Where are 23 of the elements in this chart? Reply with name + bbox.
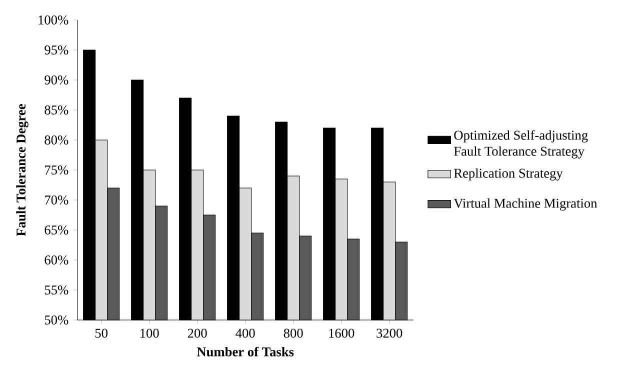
x-tick-label: 800 — [284, 328, 303, 338]
y-tick-label: 95% — [44, 45, 68, 55]
y-tick-label: 80% — [44, 135, 68, 145]
y-tick-label: 70% — [45, 195, 68, 205]
y-tick-label: 85% — [44, 105, 68, 115]
y-tick-label: 55% — [44, 285, 68, 295]
x-tick-label: 100 — [140, 328, 159, 338]
y-tick-label: 50% — [44, 315, 68, 325]
x-tick-label: 400 — [236, 328, 255, 338]
legend-label: Replication Strategy — [454, 168, 563, 180]
y-tick-label: 100% — [38, 15, 68, 25]
y-tick-label: 60% — [44, 255, 68, 265]
x-tick-label: 50 — [95, 328, 108, 338]
y-tick-label: 90% — [44, 75, 68, 85]
x-tick-label: 3200 — [376, 328, 402, 338]
y-tick-label: 75% — [45, 165, 68, 175]
y-axis-title: Fault Tolerance Degree — [16, 104, 28, 236]
y-tick-label: 65% — [44, 225, 68, 235]
x-tick-label: 1600 — [329, 328, 354, 338]
legend-label: Optimized Self-adjusting Fault Tolerance Strategy — [454, 130, 588, 158]
x-tick-label: 200 — [188, 328, 207, 338]
legend-label: Virtual Machine Migration — [454, 198, 598, 211]
x-axis-title: Number of Tasks — [196, 346, 294, 356]
